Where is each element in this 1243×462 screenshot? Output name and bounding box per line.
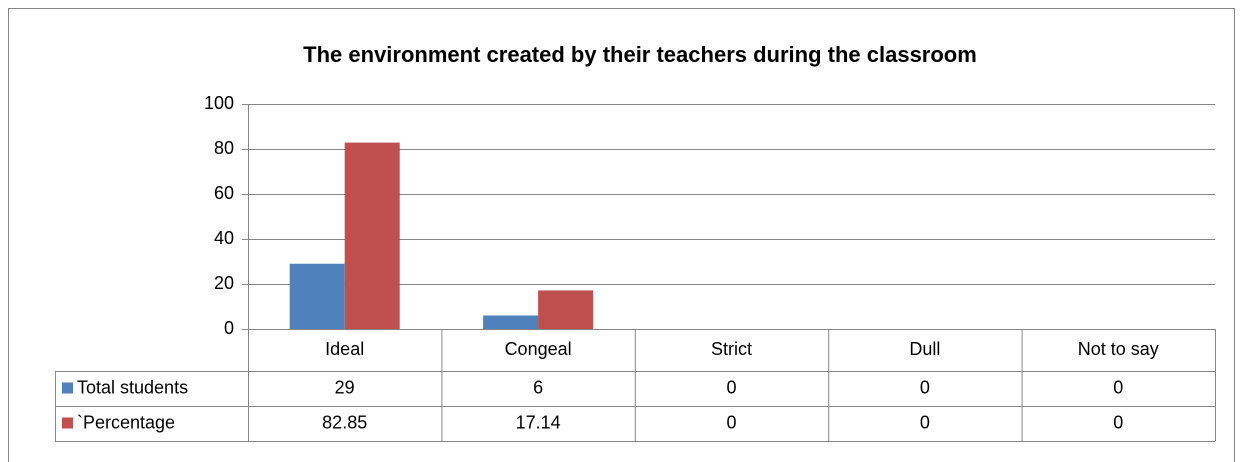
table-value: 82.85 [322,412,367,432]
table-value: 0 [726,412,736,432]
y-tick-label: 20 [214,273,234,293]
legend-swatch [62,382,73,394]
bar [289,263,345,329]
table-value: 29 [335,377,355,397]
legend-label: `Percentage [77,412,175,432]
x-tick-label: Strict [711,339,752,359]
x-tick-label: Not to say [1078,339,1159,359]
y-tick-label: 0 [224,318,234,338]
table-value: 6 [533,377,543,397]
chart-border [8,8,1235,462]
bar [344,142,400,329]
x-tick-label: Congeal [505,339,572,359]
table-value: 0 [726,377,736,397]
table-value: 0 [1113,377,1123,397]
y-tick-label: 100 [204,93,234,113]
table-value: 0 [920,412,930,432]
x-tick-label: Dull [909,339,940,359]
y-tick-label: 60 [214,183,234,203]
table-value: 0 [1113,412,1123,432]
y-tick-label: 40 [214,228,234,248]
table-value: 17.14 [516,412,561,432]
bar [483,315,539,329]
legend-swatch [62,417,73,429]
legend-label: Total students [77,377,188,397]
bar [538,290,594,329]
x-tick-label: Ideal [325,339,364,359]
chart-title: The environment created by their teacher… [303,42,977,67]
y-tick-label: 80 [214,138,234,158]
table-value: 0 [920,377,930,397]
